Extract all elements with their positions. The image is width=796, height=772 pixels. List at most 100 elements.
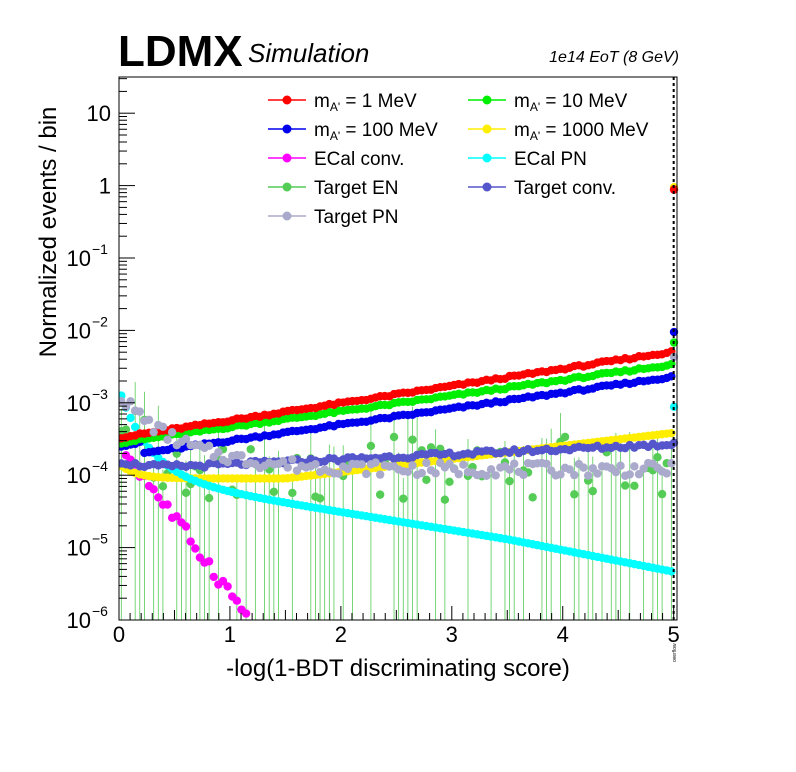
data-point: [417, 468, 426, 478]
data-point: [482, 471, 491, 480]
data-point: [616, 461, 625, 470]
legend-entry: Target conv.: [468, 178, 616, 199]
legend-marker: [282, 95, 292, 105]
legend-entry: ECal PN: [468, 149, 587, 170]
plot-area: [119, 77, 679, 620]
data-point: [505, 476, 514, 486]
data-point: [625, 470, 634, 479]
y-tick-label: 10: [67, 608, 91, 633]
data-point: [191, 544, 200, 553]
data-point: [570, 470, 579, 480]
y-tick-exponent: −5: [92, 531, 108, 547]
data-point: [593, 469, 602, 478]
data-point: [181, 522, 191, 531]
data-point: [154, 493, 163, 502]
legend-label: ECal conv.: [314, 149, 404, 170]
data-point: [630, 462, 639, 471]
data-point: [583, 471, 593, 480]
data-point: [620, 481, 630, 490]
data-point: [542, 459, 551, 468]
x-tick-label: 5: [668, 622, 680, 647]
legend-entry: mA' = 10 MeV: [468, 91, 628, 114]
data-point: [232, 596, 242, 605]
data-point: [315, 494, 325, 503]
data-point: [454, 469, 463, 479]
data-point: [241, 609, 251, 618]
y-tick-label: 10: [67, 246, 91, 271]
data-point: [223, 582, 232, 591]
x-axis-label: -log(1-BDT discriminating score): [226, 655, 570, 682]
x-tick-label: 2: [335, 622, 347, 647]
data-point: [519, 470, 528, 480]
data-point: [375, 490, 385, 499]
data-point: [334, 469, 343, 478]
overflow-point: [669, 185, 679, 194]
data-point: [657, 489, 667, 499]
y-tick-label: 10: [67, 536, 91, 561]
series-100-mev: [119, 372, 676, 458]
data-point: [172, 512, 181, 521]
legend-entry: ECal conv.: [268, 149, 404, 170]
y-tick-exponent: −6: [92, 603, 108, 619]
data-point: [399, 494, 408, 503]
data-point: [163, 500, 172, 509]
y-tick-exponent: −4: [92, 458, 108, 474]
data-point: [204, 557, 214, 566]
x-tick-label: 3: [446, 622, 458, 647]
data-point: [204, 493, 214, 503]
legend-entry: Target PN: [268, 207, 398, 228]
data-point: [126, 397, 135, 406]
data-point: [269, 487, 279, 496]
data-point: [223, 458, 232, 467]
data-point: [144, 415, 154, 425]
overflow-point: [669, 438, 679, 448]
data-point: [510, 459, 519, 468]
data-point: [149, 485, 158, 494]
y-tick-label: 1: [99, 174, 111, 199]
x-tick-label: 4: [557, 622, 569, 647]
data-point: [371, 458, 380, 467]
exposure-label: 1e14 EoT (8 GeV): [549, 49, 679, 66]
data-point: [445, 477, 454, 486]
data-point: [556, 470, 565, 479]
data-point: [491, 471, 500, 480]
legend-entry: mA' = 1 MeV: [268, 91, 417, 114]
data-point: [366, 441, 376, 451]
data-point: [528, 493, 537, 502]
data-point: [288, 488, 297, 498]
legend-label: Target PN: [314, 207, 398, 228]
legend-label: mA' = 1000 MeV: [514, 120, 649, 143]
data-point: [288, 455, 297, 464]
legend-label: Target conv.: [514, 178, 616, 199]
legend-label: ECal PN: [514, 149, 587, 170]
legend-marker: [282, 211, 292, 221]
overflow-point: [669, 352, 679, 362]
data-point: [149, 427, 158, 437]
y-tick-label: 10: [87, 101, 111, 126]
legend-entry: mA' = 100 MeV: [268, 120, 438, 143]
y-tick-label: 10: [67, 463, 91, 488]
legend-entry: mA' = 1000 MeV: [468, 120, 649, 143]
legend-label: Target EN: [314, 178, 398, 199]
data-point: [130, 422, 140, 432]
data-point: [135, 407, 145, 416]
data-point: [181, 434, 191, 444]
data-point: [408, 461, 417, 470]
data-point: [357, 460, 366, 469]
data-point: [204, 441, 214, 451]
data-point: [422, 475, 431, 485]
data-point: [662, 469, 671, 478]
data-point: [440, 495, 450, 504]
data-point: [486, 465, 496, 474]
series-target-pn: [119, 396, 676, 480]
y-tick-exponent: −3: [92, 386, 108, 402]
data-point: [375, 470, 385, 479]
data-point: [422, 458, 431, 468]
plot-frame: [118, 76, 678, 621]
legend: mA' = 1 MeV mA' = 10 MeV mA' = 100 MeV mA' …: [268, 91, 649, 228]
series-10-mev: [119, 359, 676, 448]
data-point: [237, 451, 246, 460]
legend-marker: [482, 153, 492, 163]
data-point: [634, 470, 644, 479]
